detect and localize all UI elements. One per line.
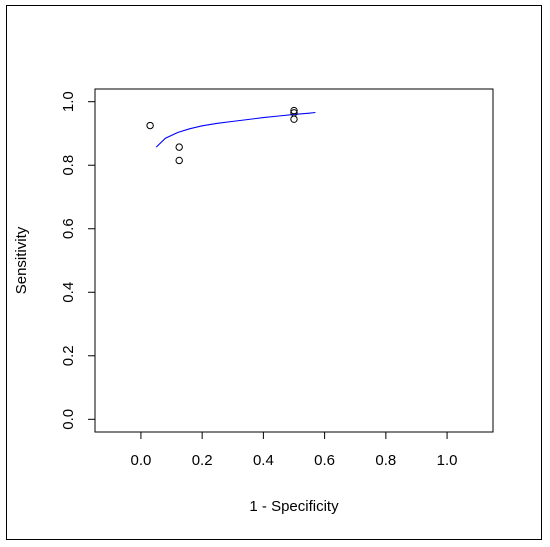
x-tick-label: 0.6	[314, 452, 335, 469]
x-axis: 0.0 0.2 0.4 0.6 0.8 1.0	[130, 431, 458, 469]
summary-roc-curve	[155, 111, 316, 148]
y-tick-label: 1.0	[60, 91, 77, 112]
data-point	[146, 121, 154, 130]
data-point	[175, 156, 183, 165]
y-tick-label: 0.0	[60, 409, 77, 430]
y-axis-label: Sensitivity	[13, 226, 30, 294]
y-tick-label: 0.2	[60, 345, 77, 366]
plot-area-box	[94, 88, 494, 433]
data-points	[146, 106, 298, 165]
data-point	[290, 106, 298, 115]
y-tick-label: 0.4	[60, 282, 77, 303]
x-tick-label: 0.8	[375, 452, 396, 469]
y-axis: 0.0 0.2 0.4 0.6 0.8 1.0	[60, 91, 96, 430]
data-point	[290, 115, 298, 123]
x-tick-label: 1.0	[437, 452, 458, 469]
x-tick-label: 0.0	[130, 452, 151, 469]
x-axis-label: 1 - Specificity	[249, 498, 339, 515]
x-tick-label: 0.2	[192, 452, 213, 469]
x-tick-label: 0.4	[253, 452, 274, 469]
y-tick-label: 0.8	[60, 155, 77, 176]
y-tick-label: 0.6	[60, 218, 77, 239]
data-point	[175, 143, 183, 151]
